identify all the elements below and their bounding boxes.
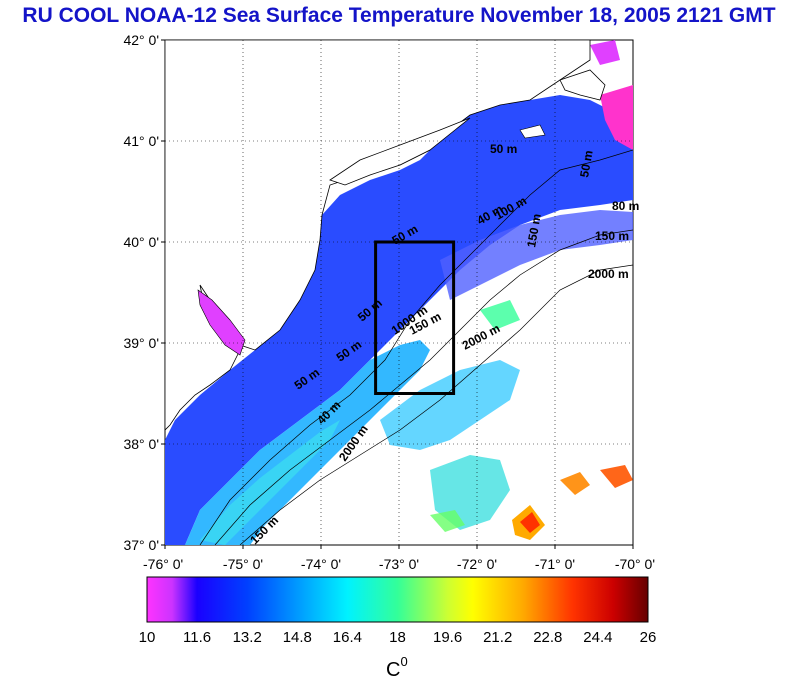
land xyxy=(165,40,606,431)
warm-patch-east-2 xyxy=(600,465,633,488)
colorbar-tick-label: 26 xyxy=(640,629,657,646)
colorbar xyxy=(146,576,649,623)
colorbar-tick-label: 11.6 xyxy=(183,629,211,646)
longitude-tick-label: -75° 0' xyxy=(223,556,263,572)
warm-green-2 xyxy=(480,300,520,330)
colorbar-units: C0 xyxy=(386,654,408,680)
longitude-tick-label: -76° 0' xyxy=(143,556,183,572)
units-superscript: 0 xyxy=(400,654,407,669)
colorbar-tick-label: 18 xyxy=(389,629,406,646)
colorbar-ticks: 10 11.6 13.2 14.8 16.4 18 19.6 21.2 22.8 24.4 26 xyxy=(139,629,657,646)
units-label: C xyxy=(386,659,400,680)
colorbar-tick-label: 13.2 xyxy=(233,629,262,646)
islands xyxy=(519,124,546,139)
latitude-axis: 42° 0' 41° 0' 40° 0' 39° 0' 38° 0' 37° 0' xyxy=(123,32,165,553)
warm-patch-east xyxy=(560,472,590,495)
contour-2000m xyxy=(239,264,633,545)
latitude-tick-label: 42° 0' xyxy=(123,32,159,48)
longitude-tick-label: -70° 0' xyxy=(615,556,655,572)
graticule xyxy=(165,40,633,545)
offshore-patch-3 xyxy=(440,210,633,300)
page-title: RU COOL NOAA-12 Sea Surface Temperature … xyxy=(22,4,776,27)
study-area-box xyxy=(374,240,456,395)
offshore-patch xyxy=(380,360,520,450)
contour-label: 80 m xyxy=(612,199,639,213)
warm-green xyxy=(430,510,465,532)
bathymetry-contours xyxy=(199,149,633,545)
longitude-axis: -76° 0' -75° 0' -74° 0' -73° 0' -72° 0' -71° … xyxy=(143,545,655,572)
coastal-magenta-ne xyxy=(600,85,633,150)
colorbar-tick-label: 14.8 xyxy=(283,629,312,646)
longitude-tick-label: -71° 0' xyxy=(535,556,575,572)
latitude-tick-label: 39° 0' xyxy=(123,335,159,351)
long-island xyxy=(329,117,471,186)
delaware-bay xyxy=(197,289,246,356)
colorbar-tick-label: 10 xyxy=(139,629,156,646)
contour-label: 150 m xyxy=(524,213,544,249)
warm-eddy-core xyxy=(520,512,540,533)
colorbar-tick-label: 24.4 xyxy=(583,629,612,646)
contour-label: 150 m xyxy=(595,229,629,243)
colorbar-tick-label: 22.8 xyxy=(533,629,562,646)
contour-50m xyxy=(199,149,633,545)
contour-label: 2000 m xyxy=(588,267,629,281)
longitude-tick-label: -73° 0' xyxy=(379,556,419,572)
latitude-tick-label: 40° 0' xyxy=(123,234,159,250)
latitude-tick-label: 41° 0' xyxy=(123,133,159,149)
colorbar-tick-label: 16.4 xyxy=(333,629,362,646)
mainland xyxy=(165,40,591,431)
contour-150m xyxy=(214,229,633,545)
colorbar-tick-label: 21.2 xyxy=(483,629,512,646)
contour-label: 50 m xyxy=(577,149,596,178)
cape-cod xyxy=(559,69,606,101)
latitude-tick-label: 37° 0' xyxy=(123,537,159,553)
longitude-tick-label: -74° 0' xyxy=(301,556,341,572)
contour-label: 50 m xyxy=(490,142,517,156)
coastal-magenta-ne-2 xyxy=(590,40,620,65)
colorbar-tick-label: 19.6 xyxy=(433,629,462,646)
latitude-tick-label: 38° 0' xyxy=(123,436,159,452)
slope-water-2 xyxy=(200,420,340,545)
longitude-tick-label: -72° 0' xyxy=(457,556,497,572)
